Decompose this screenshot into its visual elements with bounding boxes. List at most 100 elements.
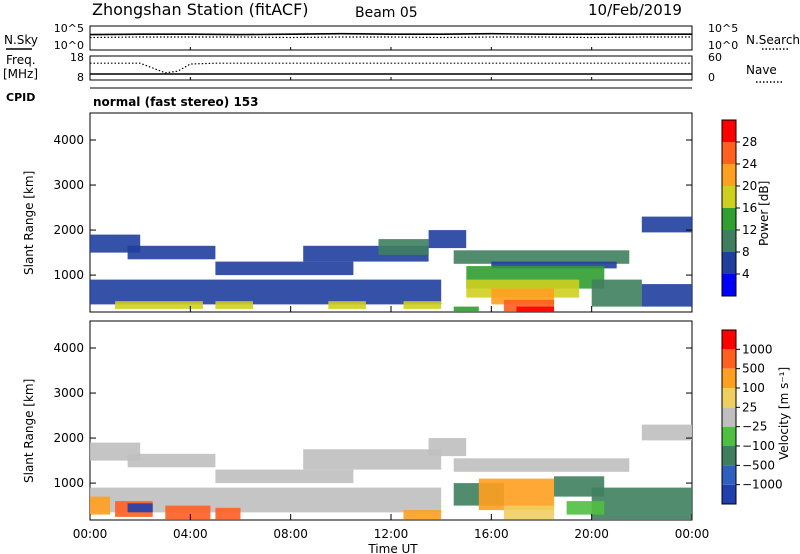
velocity-cell xyxy=(554,476,605,497)
velocity-cell xyxy=(215,507,241,520)
power-colorbar-tick-label: 24 xyxy=(742,157,757,171)
velocity-colorbar-label: Velocity [m s⁻¹] xyxy=(777,367,791,460)
power-colorbar-tick-label: 16 xyxy=(742,201,757,215)
sky-right-tick: 10^0 xyxy=(708,39,738,52)
time-tick-label: 04:00 xyxy=(173,527,208,541)
sky-left-tick: 10^0 xyxy=(54,39,84,52)
velocity-colorbar-swatch xyxy=(722,349,736,369)
power-cell xyxy=(115,301,203,309)
power-cell xyxy=(127,245,216,260)
freq-left-tick: 18 xyxy=(70,51,84,64)
velocity-cell xyxy=(591,487,692,520)
velocity-cell xyxy=(503,505,555,520)
power-cell xyxy=(328,301,366,309)
station-title: Zhongshan Station (fitACF) xyxy=(92,0,309,19)
power-cell xyxy=(378,239,429,255)
sky-right-tick: 10^5 xyxy=(708,22,738,35)
velocity-colorbar-tick-label: −1000 xyxy=(742,478,783,492)
power-ytick-label: 2000 xyxy=(53,223,84,237)
mode-label: normal (fast stereo) 153 xyxy=(93,95,259,109)
power-colorbar-swatch xyxy=(722,230,736,252)
nsky-label: N.Sky xyxy=(4,33,38,47)
power-colorbar-swatch xyxy=(722,274,736,296)
velocity-colorbar-swatch xyxy=(722,388,736,408)
velocity-colorbar-swatch xyxy=(722,446,736,466)
power-colorbar-tick-label: 8 xyxy=(742,245,750,259)
power-colorbar-tick-label: 4 xyxy=(742,267,750,281)
power-colorbar-swatch xyxy=(722,186,736,208)
velocity-colorbar-tick-label: −100 xyxy=(742,439,775,453)
velocity-colorbar-swatch xyxy=(722,330,736,350)
power-cell xyxy=(641,216,692,233)
power-colorbar-swatch xyxy=(722,252,736,274)
velocity-cell xyxy=(90,496,111,515)
power-ytick-label: 1000 xyxy=(53,268,84,282)
time-tick-label: 20:00 xyxy=(574,527,609,541)
velocity-colorbar-frame xyxy=(721,329,737,505)
power-cell xyxy=(428,230,467,249)
time-tick-label: 00:00 xyxy=(675,527,710,541)
nave-right-tick: 60 xyxy=(708,51,722,64)
power-cell xyxy=(591,279,642,307)
velocity-cell xyxy=(478,478,555,511)
nave-label: Nave xyxy=(746,63,777,77)
velocity-cell xyxy=(641,424,692,441)
nave-right-tick: 0 xyxy=(708,71,715,84)
velocity-cell xyxy=(403,510,442,520)
nave-trace xyxy=(90,62,692,74)
freq-label: Freq. xyxy=(6,53,36,67)
velocity-colorbar-tick-label: 25 xyxy=(742,400,757,414)
sky-left-tick: 10^5 xyxy=(54,22,84,35)
velocity-ylabel: Slant Range [km] xyxy=(22,379,36,483)
nsearch-label: N.Search xyxy=(746,33,800,47)
velocity-cell xyxy=(165,505,211,520)
velocity-cell xyxy=(127,453,216,468)
power-colorbar-swatch xyxy=(722,164,736,186)
frequency-frame xyxy=(89,55,693,81)
power-ylabel: Slant Range [km] xyxy=(22,171,36,275)
velocity-cell xyxy=(428,438,467,457)
cpid-label: CPID xyxy=(6,91,35,104)
velocity-ytick-label: 1000 xyxy=(53,476,84,490)
power-colorbar-swatch xyxy=(722,142,736,164)
power-colorbar-tick-label: 28 xyxy=(742,135,757,149)
velocity-colorbar-tick-label: 1000 xyxy=(742,342,773,356)
velocity-colorbar-tick-label: −500 xyxy=(742,458,775,472)
velocity-colorbar-tick-label: 100 xyxy=(742,381,765,395)
power-cell xyxy=(215,301,253,309)
time-tick-label: 00:00 xyxy=(73,527,108,541)
time-tick-label: 16:00 xyxy=(474,527,509,541)
velocity-cell xyxy=(453,458,630,472)
power-colorbar-label: Power [dB] xyxy=(757,181,771,246)
time-axis-label: Time UT xyxy=(367,542,418,554)
power-cell xyxy=(503,299,555,312)
velocity-cell xyxy=(215,469,354,484)
velocity-colorbar-swatch xyxy=(722,484,736,504)
velocity-colorbar-swatch xyxy=(722,465,736,485)
velocity-colorbar-tick-label: −25 xyxy=(742,420,767,434)
power-cell xyxy=(491,261,617,269)
velocity-ytick-label: 4000 xyxy=(53,341,84,355)
freq-unit-label: [MHz] xyxy=(3,67,38,81)
beam-label: Beam 05 xyxy=(355,5,418,21)
nsky-trace xyxy=(89,32,692,36)
velocity-cell xyxy=(566,501,605,515)
power-ytick-label: 3000 xyxy=(53,178,84,192)
freq-left-tick: 8 xyxy=(77,71,84,84)
power-cell xyxy=(516,306,554,312)
power-cell xyxy=(90,279,442,305)
power-colorbar-swatch xyxy=(722,120,736,142)
power-colorbar-tick-label: 20 xyxy=(742,179,757,193)
power-cell xyxy=(453,250,630,264)
velocity-ytick-label: 2000 xyxy=(53,431,84,445)
velocity-colorbar-swatch xyxy=(722,426,736,446)
time-tick-label: 12:00 xyxy=(374,527,409,541)
velocity-ytick-label: 3000 xyxy=(53,386,84,400)
date-label: 10/Feb/2019 xyxy=(588,1,682,19)
power-cell xyxy=(215,261,354,276)
power-cell xyxy=(453,306,479,312)
time-tick-label: 08:00 xyxy=(273,527,308,541)
nsearch-trace xyxy=(89,36,692,39)
power-cell xyxy=(641,284,692,307)
